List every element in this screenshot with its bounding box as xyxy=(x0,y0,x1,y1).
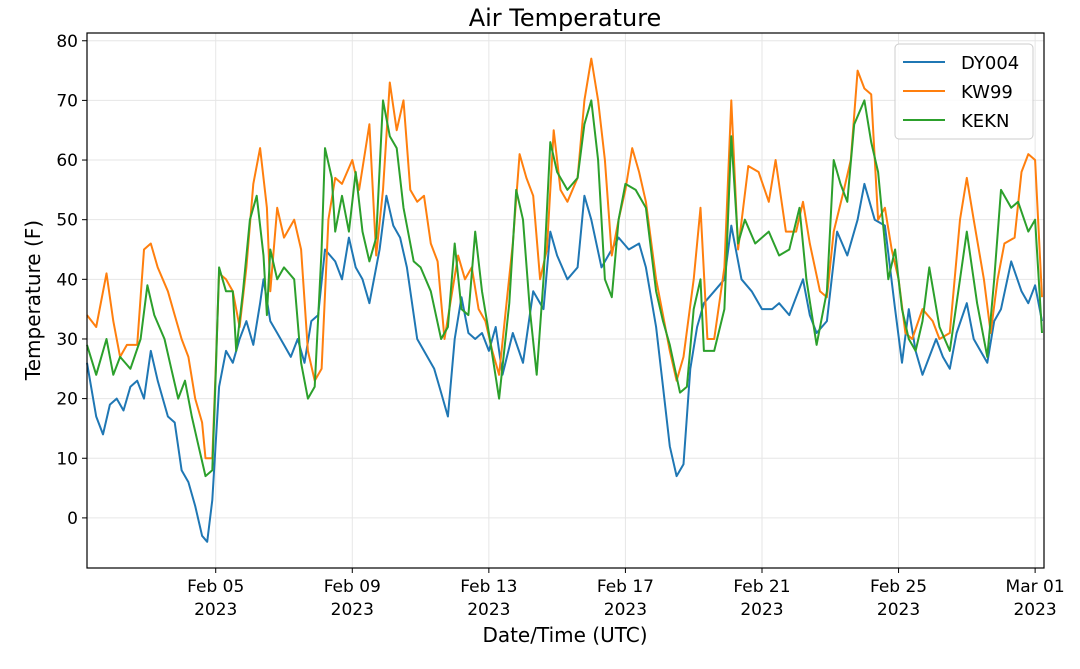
x-tick-label: Feb 09 xyxy=(324,577,381,597)
x-tick-label: Feb 21 xyxy=(733,577,790,597)
x-tick-year-label: 2023 xyxy=(877,600,920,620)
x-tick-label: Feb 13 xyxy=(460,577,517,597)
x-tick-year-label: 2023 xyxy=(194,600,237,620)
y-tick-label: 10 xyxy=(56,449,78,469)
x-tick-year-label: 2023 xyxy=(604,600,647,620)
y-tick-label: 60 xyxy=(56,151,78,171)
chart-title: Air Temperature xyxy=(469,4,662,32)
y-tick-label: 40 xyxy=(56,270,78,290)
grid xyxy=(87,33,1044,568)
y-tick-label: 0 xyxy=(67,509,78,529)
x-axis-label: Date/Time (UTC) xyxy=(482,623,647,647)
x-tick-label: Feb 17 xyxy=(597,577,654,597)
y-tick-label: 50 xyxy=(56,211,78,231)
series-line-dy004 xyxy=(86,182,1043,543)
y-axis-label: Temperature (F) xyxy=(21,220,45,381)
legend-label-kw99: KW99 xyxy=(961,82,1013,103)
legend-label-dy004: DY004 xyxy=(961,53,1019,74)
x-axis: Feb 05 2023 Feb 09 2023 Feb 13 2023 Feb 17 2023… xyxy=(187,568,1065,620)
plot-background xyxy=(87,33,1044,568)
legend: DY004 KW99 KEKN xyxy=(894,43,1034,140)
y-axis: 0 10 20 30 40 50 60 70 80 xyxy=(56,32,87,529)
y-tick-label: 80 xyxy=(56,32,78,52)
y-tick-label: 70 xyxy=(56,91,78,111)
series-line-kw99 xyxy=(86,57,1043,460)
y-tick-label: 20 xyxy=(56,390,78,410)
legend-label-kekn: KEKN xyxy=(961,111,1009,132)
x-tick-year-label: 2023 xyxy=(1013,600,1056,620)
x-tick-year-label: 2023 xyxy=(467,600,510,620)
series-line-kekn xyxy=(86,99,1043,478)
x-tick-year-label: 2023 xyxy=(740,600,783,620)
x-tick-label: Mar 01 xyxy=(1006,577,1065,597)
x-tick-label: Feb 25 xyxy=(870,577,927,597)
series-lines xyxy=(86,57,1043,543)
legend-frame xyxy=(894,43,1034,140)
x-tick-label: Feb 05 xyxy=(187,577,244,597)
x-tick-year-label: 2023 xyxy=(331,600,374,620)
y-tick-label: 30 xyxy=(56,330,78,350)
plot-frame xyxy=(86,32,1045,569)
